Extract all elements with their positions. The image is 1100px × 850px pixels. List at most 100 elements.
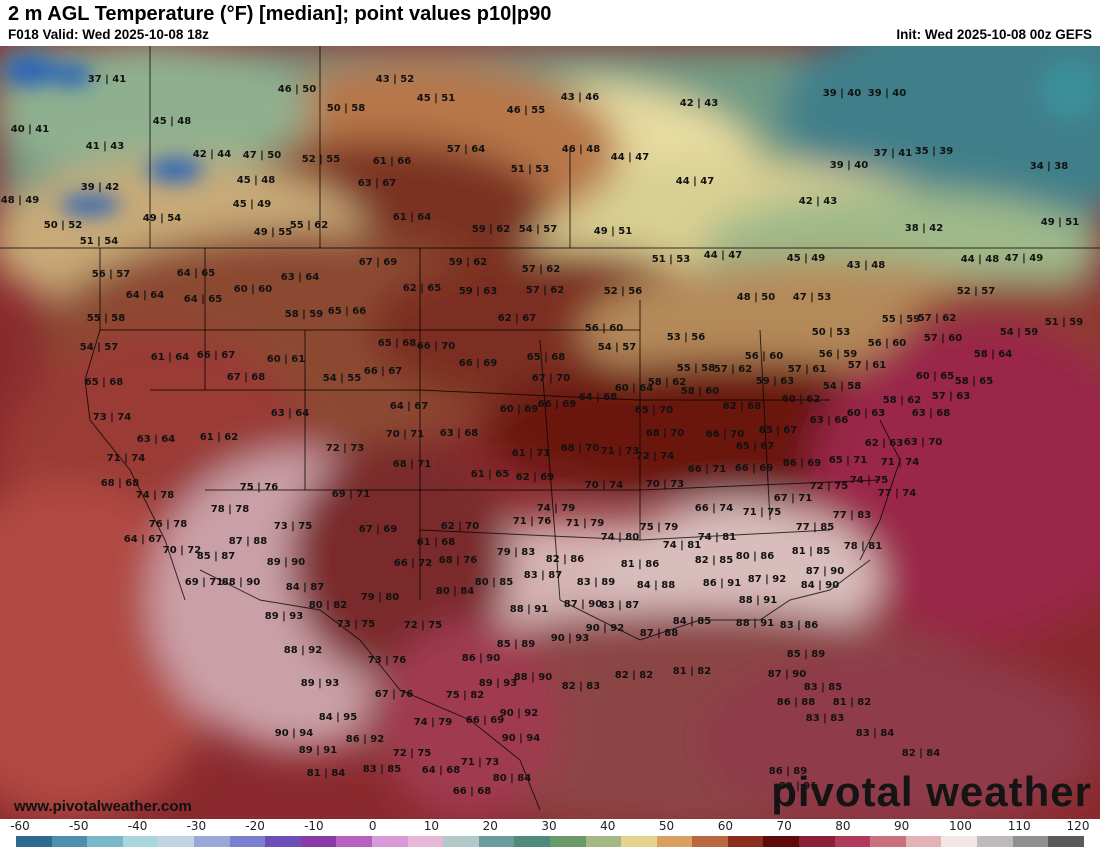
point-value-label: 52 | 55 — [302, 154, 340, 165]
point-value-label: 69 | 71 — [332, 489, 370, 500]
point-value-label: 58 | 60 — [681, 386, 719, 397]
point-value-label: 63 | 68 — [440, 428, 478, 439]
point-value-label: 57 | 62 — [522, 264, 560, 275]
colorbar-segment — [799, 836, 835, 847]
point-value-label: 66 | 72 — [394, 558, 432, 569]
colorbar-tick-label: 10 — [423, 819, 440, 833]
point-value-label: 74 | 79 — [537, 503, 575, 514]
colorbar-segment — [905, 836, 942, 847]
point-value-label: 72 | 74 — [636, 451, 674, 462]
point-value-label: 84 | 88 — [637, 580, 675, 591]
point-value-label: 50 | 58 — [327, 103, 365, 114]
point-value-label: 82 | 83 — [562, 681, 600, 692]
point-value-label: 90 | 94 — [502, 733, 540, 744]
point-value-label: 66 | 67 — [197, 350, 235, 361]
point-value-label: 75 | 76 — [240, 482, 278, 493]
point-value-label: 82 | 84 — [902, 748, 940, 759]
point-value-label: 62 | 63 — [865, 438, 903, 449]
colorbar-segment — [265, 836, 301, 847]
point-value-label: 39 | 40 — [868, 88, 906, 99]
point-value-label: 46 | 55 — [507, 105, 545, 116]
point-value-label: 63 | 70 — [904, 437, 942, 448]
point-value-label: 88 | 90 — [514, 672, 552, 683]
colorbar-segment — [336, 836, 372, 847]
point-value-label: 67 | 76 — [375, 689, 413, 700]
colorbar-segment — [656, 836, 693, 847]
colorbar-tick-label: -40 — [127, 819, 148, 833]
point-value-label: 37 | 41 — [88, 74, 126, 85]
colorbar-segment — [87, 836, 123, 847]
point-value-label: 61 | 62 — [200, 432, 238, 443]
point-value-label: 65 | 68 — [527, 352, 565, 363]
point-value-label: 57 | 62 — [526, 285, 564, 296]
point-value-label: 74 | 75 — [850, 475, 888, 486]
point-value-label: 60 | 64 — [615, 383, 653, 394]
init-time-label: Init: Wed 2025-10-08 00z GEFS — [896, 27, 1092, 42]
colorbar-segment — [549, 836, 586, 847]
point-value-label: 61 | 71 — [512, 448, 550, 459]
point-value-label: 59 | 63 — [459, 286, 497, 297]
point-value-label: 83 | 87 — [601, 600, 639, 611]
point-value-label: 73 | 75 — [274, 521, 312, 532]
colorbar-tick-label: 100 — [948, 819, 972, 833]
point-value-label: 66 | 71 — [688, 464, 726, 475]
pivotal-weather-logo: pivotal weather — [771, 768, 1092, 815]
point-value-label: 74 | 81 — [663, 540, 701, 551]
point-value-label: 72 | 75 — [810, 481, 848, 492]
point-value-label: 44 | 47 — [676, 176, 714, 187]
point-value-label: 89 | 91 — [299, 745, 337, 756]
colorbar-tick-label: -60 — [10, 819, 30, 833]
point-value-label: 89 | 93 — [301, 678, 339, 689]
point-value-label: 88 | 91 — [739, 595, 777, 606]
point-value-label: 86 | 69 — [783, 458, 821, 469]
point-value-label: 49 | 55 — [254, 227, 292, 238]
point-value-label: 86 | 90 — [462, 653, 500, 664]
colorbar-segment — [158, 836, 194, 847]
point-value-label: 86 | 88 — [777, 697, 815, 708]
point-value-label: 80 | 86 — [736, 551, 774, 562]
point-value-label: 68 | 70 — [646, 428, 684, 439]
point-value-label: 81 | 84 — [307, 768, 345, 779]
point-value-label: 42 | 43 — [680, 98, 718, 109]
colorbar-segment — [407, 836, 444, 847]
point-value-label: 77 | 85 — [796, 522, 834, 533]
point-value-label: 66 | 67 — [364, 366, 402, 377]
point-value-label: 80 | 85 — [475, 577, 513, 588]
point-value-label: 62 | 67 — [498, 313, 536, 324]
colorbar-segment — [941, 836, 978, 847]
point-value-label: 83 | 85 — [363, 764, 401, 775]
point-value-label: 87 | 92 — [748, 574, 786, 585]
point-value-label: 61 | 65 — [471, 469, 509, 480]
point-value-label: 68 | 71 — [393, 459, 431, 470]
point-value-label: 90 | 92 — [586, 623, 624, 634]
point-value-label: 62 | 70 — [441, 521, 479, 532]
colorbar-tick-label: 120 — [1066, 819, 1090, 833]
point-values-layer: 37 | 41 40 | 41 41 | 43 39 | 42 48 | 49 50 | … — [1, 74, 1083, 797]
colorbar-segment — [193, 836, 230, 847]
point-value-label: 72 | 75 — [393, 748, 431, 759]
point-value-label: 74 | 80 — [601, 532, 639, 543]
point-value-label: 71 | 75 — [743, 507, 781, 518]
point-value-label: 79 | 83 — [497, 547, 535, 558]
point-value-label: 89 | 93 — [265, 611, 303, 622]
point-value-label: 81 | 86 — [621, 559, 659, 570]
point-value-label: 58 | 65 — [955, 376, 993, 387]
point-value-label: 44 | 47 — [611, 152, 649, 163]
colorbar-tick-label: 110 — [1007, 819, 1031, 833]
website-credit: www.pivotalweather.com — [14, 798, 192, 815]
point-value-label: 61 | 66 — [373, 156, 411, 167]
point-value-label: 52 | 56 — [604, 286, 642, 297]
point-value-label: 54 | 58 — [823, 381, 861, 392]
colorbar-segment — [229, 836, 266, 847]
point-value-label: 57 | 62 — [714, 364, 752, 375]
point-value-label: 64 | 68 — [579, 392, 617, 403]
colorbar-tick-label: 80 — [835, 819, 851, 833]
point-value-label: 89 | 90 — [267, 557, 305, 568]
colorbar-tick-label: 50 — [658, 819, 675, 833]
point-value-label: 51 | 59 — [1045, 317, 1083, 328]
point-value-label: 77 | 83 — [833, 510, 871, 521]
point-value-label: 87 | 90 — [768, 669, 806, 680]
point-value-label: 62 | 69 — [516, 472, 554, 483]
point-value-label: 65 | 67 — [759, 425, 797, 436]
point-value-label: 87 | 88 — [229, 536, 267, 547]
